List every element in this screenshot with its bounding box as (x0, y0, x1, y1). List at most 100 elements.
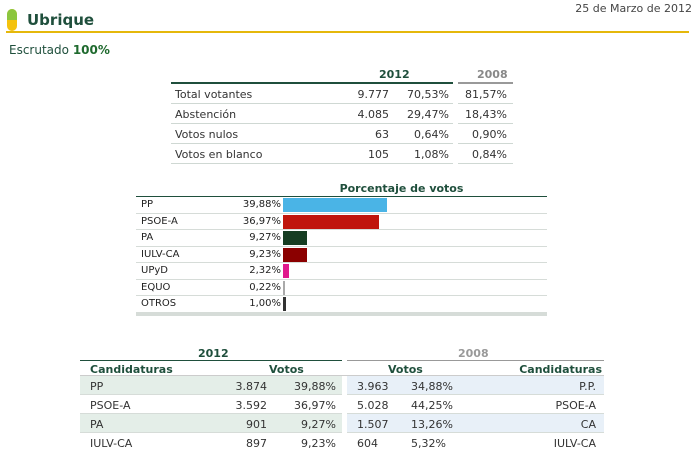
summary-header-rule-previous (458, 82, 513, 84)
chart-category-label: UPyD (141, 265, 168, 276)
chart-data-label: 0,22% (249, 281, 281, 293)
chart-bar (283, 214, 380, 229)
candidate-percent: 39,88% (294, 380, 336, 393)
summary-number: 9.777 (357, 88, 390, 101)
chart-bar (283, 231, 308, 245)
chart-row: EQUO 0,22% (136, 280, 547, 296)
chart-data-label: 9,23% (249, 248, 281, 260)
chart-row: PP 39,88% (136, 197, 547, 214)
chart-category-label: OTROS (141, 298, 177, 309)
summary-row: Votos nulos 63 0,64% 0,90% (171, 124, 513, 144)
candidate-votes: 3.874 (235, 380, 268, 393)
candidate-votes: 3.592 (235, 399, 268, 412)
candidate-percent: 9,23% (301, 437, 336, 450)
candidate-name: IULV-CA (90, 437, 133, 450)
chart-data-label: 39,88% (242, 199, 281, 210)
candidates-column-header: Candidaturas Votos Votos Candidaturas (80, 361, 604, 376)
scrutiny-status: Escrutado 100% (9, 43, 110, 57)
candidate-name: PSOE-A (90, 399, 131, 412)
summary-percent-previous: 81,57% (465, 88, 507, 101)
candidate-row: PA 901 9,27% 1.507 13,26% CA (80, 414, 604, 433)
summary-header: 2012 2008 (171, 68, 513, 84)
summary-column-gap (453, 104, 458, 124)
candidate-votes: 901 (246, 418, 267, 431)
summary-label: Votos en blanco (175, 148, 263, 161)
candidate-previous-cells: 1.507 13,26% CA (347, 414, 604, 433)
col-votos-previous: Votos (388, 363, 423, 376)
col-candidaturas: Candidaturas (90, 363, 173, 376)
candidate-name-previous: PSOE-A (555, 399, 596, 412)
candidate-row: IULV-CA 897 9,23% 604 5,32% IULV-CA (80, 433, 604, 451)
summary-number: 4.085 (357, 108, 390, 121)
page-title: Ubrique (27, 11, 95, 29)
chart-title-rule (136, 196, 547, 197)
summary-row: Votos en blanco 105 1,08% 0,84% (171, 144, 513, 164)
summary-percent-previous: 0,84% (472, 148, 507, 161)
summary-percent: 0,64% (414, 128, 449, 141)
chart-row: PSOE-A 36,97% (136, 214, 547, 230)
chart-bottom-rule (136, 312, 547, 316)
chart-category-label: IULV-CA (141, 248, 180, 260)
col-votos: Votos (269, 363, 304, 376)
candidate-votes-previous: 1.507 (357, 418, 389, 431)
candidate-percent-previous: 44,25% (411, 399, 453, 412)
chart-row: UPyD 2,32% (136, 263, 547, 280)
turnout-summary-table: 2012 2008 Total votantes 9.777 70,53% 81,57… (171, 68, 513, 164)
chart-row: PA 9,27% (136, 230, 547, 247)
chart-data-label: 9,27% (249, 232, 281, 243)
election-date: 25 de Marzo de 2012 (575, 2, 692, 15)
chart-title: Porcentaje de votos (339, 182, 464, 195)
chart-category-label: PSOE-A (141, 215, 178, 227)
summary-label: Abstención (175, 108, 237, 121)
candidate-current-cells: PA 901 9,27% (80, 414, 342, 433)
vote-percentage-chart: Porcentaje de votos PP 39,88% PSOE-A 36,97%… (136, 182, 547, 316)
chart-bar (283, 264, 290, 278)
summary-row: Abstención 4.085 29,47% 18,43% (171, 104, 513, 124)
candidates-rule-current (80, 360, 342, 361)
summary-percent: 70,53% (407, 88, 449, 101)
candidate-current-cells: PP 3.874 39,88% (80, 376, 342, 395)
summary-year-current: 2012 (379, 68, 410, 81)
candidate-previous-cells: 3.963 34,88% P.P. (347, 376, 604, 395)
candidate-votes-previous: 3.963 (357, 380, 389, 393)
chart-data-label: 2,32% (249, 265, 281, 276)
candidate-name: PP (90, 380, 104, 393)
candidate-percent-previous: 5,32% (411, 437, 446, 450)
candidate-current-cells: PSOE-A 3.592 36,97% (80, 395, 342, 414)
chart-bar (283, 247, 307, 262)
candidates-table: 2012 2008 Candidaturas Votos Votos Candi… (80, 346, 604, 451)
summary-header-rule (171, 82, 453, 84)
summary-label: Votos nulos (175, 128, 239, 141)
candidate-row: PP 3.874 39,88% 3.963 34,88% P.P. (80, 376, 604, 395)
summary-percent-previous: 0,90% (472, 128, 507, 141)
candidate-name: PA (90, 418, 104, 431)
summary-label: Total votantes (175, 88, 253, 101)
chart-data-label: 1,00% (249, 298, 281, 309)
summary-year-previous: 2008 (477, 68, 508, 81)
summary-percent: 1,08% (414, 148, 449, 161)
chart-row: IULV-CA 9,23% (136, 247, 547, 263)
candidates-year-current: 2012 (198, 347, 229, 360)
scrutiny-label: Escrutado (9, 43, 69, 57)
summary-percent-previous: 18,43% (465, 108, 507, 121)
candidates-rule-previous (347, 360, 604, 361)
candidate-votes: 897 (246, 437, 267, 450)
chart-category-label: EQUO (141, 281, 171, 293)
scrutiny-value: 100% (72, 43, 110, 57)
summary-percent: 29,47% (407, 108, 449, 121)
summary-column-gap (453, 84, 458, 104)
candidate-previous-cells: 604 5,32% IULV-CA (347, 433, 604, 451)
candidate-votes-previous: 5.028 (357, 399, 389, 412)
col-candidaturas-previous: Candidaturas (519, 363, 602, 376)
candidate-votes-previous: 604 (357, 437, 378, 450)
candidate-percent-previous: 34,88% (411, 380, 453, 393)
candidate-percent: 9,27% (301, 418, 336, 431)
summary-column-gap (453, 144, 458, 164)
chart-row: OTROS 1,00% (136, 296, 547, 313)
candidate-previous-cells: 5.028 44,25% PSOE-A (347, 395, 604, 414)
chart-bar (283, 297, 286, 311)
candidates-year-header: 2012 2008 (80, 346, 604, 361)
summary-column-gap (453, 124, 458, 144)
chart-bar (283, 280, 285, 295)
candidate-row: PSOE-A 3.592 36,97% 5.028 44,25% PSOE-A (80, 395, 604, 414)
